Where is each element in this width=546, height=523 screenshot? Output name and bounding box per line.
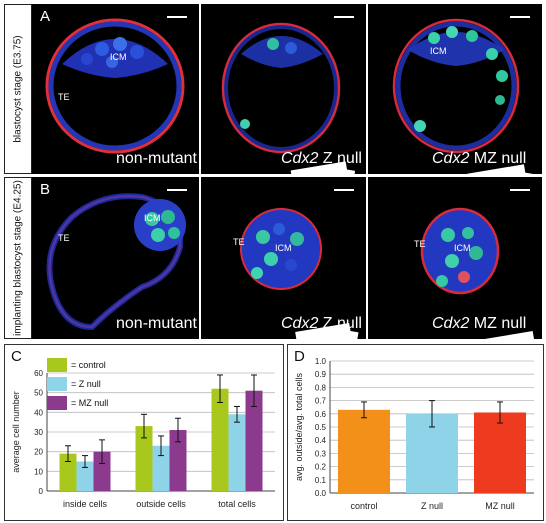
panel-caption: Cdx2 MZ null	[432, 315, 527, 332]
bar	[135, 426, 153, 491]
bar	[338, 409, 390, 493]
embryo-image	[240, 208, 322, 290]
label-te: TE	[58, 233, 70, 243]
legend-item-control: = control	[47, 355, 108, 374]
y-tick-label: 0.4	[315, 436, 327, 445]
y-tick-label: 40	[34, 408, 43, 417]
panel-b-non-mutant: B ICM TE non-mutant	[32, 177, 199, 339]
embryo-image	[221, 22, 341, 154]
panel-a-cdx2-mz-null: ICM Cdx2 MZ null	[368, 4, 542, 174]
legend-item-z-null: = Z null	[47, 374, 108, 393]
y-tick-label: 0.6	[315, 410, 327, 419]
embryo-image	[45, 18, 185, 154]
y-tick-label: 30	[34, 428, 43, 437]
panel-letter-a: A	[40, 8, 51, 25]
panel-caption: Cdx2 Z null	[281, 150, 362, 167]
y-tick-label: 0	[39, 487, 44, 496]
scale-bar	[334, 189, 354, 191]
bar	[228, 414, 246, 491]
chart-letter-d: D	[294, 348, 305, 365]
panel-b-cdx2-mz-null: TE ICM Cdx2 MZ null	[368, 177, 542, 339]
bar	[169, 430, 187, 491]
embryo-image	[392, 18, 520, 154]
legend-item-mz-null: = MZ null	[47, 393, 108, 412]
arrow-icon	[290, 161, 356, 174]
panel-b-cdx2-z-null: TE ICM Cdx2 Z null	[201, 177, 366, 339]
arrow-icon	[295, 323, 359, 339]
y-axis-label: average cell number	[11, 391, 21, 473]
legend-swatch	[47, 376, 67, 391]
y-tick-label: 20	[34, 448, 43, 457]
legend-swatch	[47, 395, 67, 410]
row-a-side-label: blastocyst stage (E3.75)	[4, 4, 32, 174]
x-tick-label: outside cells	[136, 499, 186, 509]
scale-bar	[510, 189, 530, 191]
bar	[76, 461, 94, 491]
panel-a-cdx2-z-null: Cdx2 Z null	[201, 4, 366, 174]
bar	[152, 445, 170, 491]
x-tick-label: control	[350, 501, 377, 511]
label-icm: ICM	[430, 46, 447, 56]
row-a-blastocyst: blastocyst stage (E3.75) A ICM TE non-mu…	[4, 4, 542, 174]
bar	[93, 451, 111, 491]
chart-letter-c: C	[11, 348, 22, 365]
label-icm: ICM	[110, 52, 127, 62]
x-tick-label: MZ null	[485, 501, 515, 511]
chart-c: C 0 10 20 30 40 50 60 average cell number inside…	[4, 344, 284, 521]
label-icm: ICM	[144, 213, 161, 223]
y-axis-label: avg. outside/avg. total cells	[294, 372, 304, 481]
label-te: TE	[414, 239, 426, 249]
legend-swatch	[47, 357, 67, 372]
embryo-image	[46, 193, 186, 331]
x-tick-label: Z null	[421, 501, 443, 511]
y-tick-label: 0.2	[315, 463, 327, 472]
panel-a-non-mutant: A ICM TE non-mutant	[32, 4, 199, 174]
y-tick-label: 1.0	[315, 357, 327, 366]
chart-c-legend: = control = Z null = MZ null	[47, 355, 108, 412]
chart-d-plot: 0.0 0.1 0.2 0.3 0.4 0.5 0.6 0.7 0.8 0.9 1.0 avg. ou…	[294, 357, 534, 511]
y-tick-label: 0.9	[315, 370, 327, 379]
panel-caption: non-mutant	[116, 150, 197, 167]
x-tick-label: inside cells	[63, 499, 108, 509]
x-tick-label: total cells	[218, 499, 256, 509]
embryo-image	[420, 207, 500, 295]
y-tick-label: 0.8	[315, 383, 327, 392]
y-tick-label: 60	[34, 369, 43, 378]
y-tick-label: 0.3	[315, 449, 327, 458]
scale-bar	[334, 16, 354, 18]
panel-letter-b: B	[40, 181, 51, 198]
scale-bar	[167, 189, 187, 191]
label-te: TE	[58, 92, 70, 102]
label-te: TE	[233, 237, 245, 247]
y-tick-label: 0.5	[315, 423, 327, 432]
panel-caption: Cdx2 Z null	[281, 315, 362, 332]
scale-bar	[167, 16, 187, 18]
scale-bar	[510, 16, 530, 18]
panel-caption: Cdx2 MZ null	[432, 150, 527, 167]
y-tick-label: 0.1	[315, 476, 327, 485]
y-tick-label: 10	[34, 467, 43, 476]
row-b-implanting-blastocyst: implanting blastocyst stage (E4.25) B IC…	[4, 177, 542, 339]
bar	[474, 412, 526, 493]
bar	[59, 453, 77, 491]
chart-c-plot: 0 10 20 30 40 50 60 average cell number inside c…	[11, 369, 275, 509]
label-icm: ICM	[454, 243, 471, 253]
y-tick-label: 0.0	[315, 489, 327, 498]
label-icm: ICM	[275, 243, 292, 253]
row-b-side-label: implanting blastocyst stage (E4.25)	[4, 177, 32, 339]
bar	[211, 388, 229, 491]
bar	[245, 390, 263, 491]
y-tick-label: 50	[34, 389, 43, 398]
chart-d: D 0.0 0.1 0.2 0.3 0.4 0.5 0.6 0.7 0.8 0.9 1.0 avg. …	[287, 344, 544, 521]
y-tick-label: 0.7	[315, 397, 327, 406]
panel-caption: non-mutant	[116, 315, 197, 332]
